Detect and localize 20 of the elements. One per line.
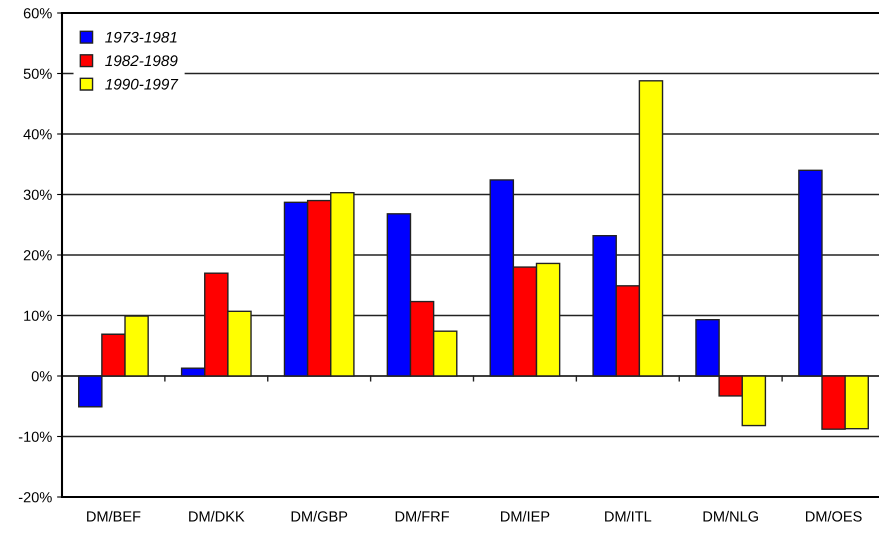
- x-tick-label: DM/IEP: [501, 510, 550, 522]
- y-tick-label: 60%: [24, 8, 52, 18]
- y-tick-label: 20%: [24, 250, 52, 260]
- y-tick-label: 40%: [23, 129, 52, 140]
- y-tick-label: -20%: [18, 492, 52, 502]
- x-tick-label: DM/OES: [806, 510, 862, 522]
- y-tick-label: 30%: [24, 190, 52, 200]
- y-tick-label: 0%: [32, 371, 52, 382]
- x-tick-label: DM/ITL: [605, 510, 652, 522]
- legend-label: 1990-1997: [105, 78, 178, 90]
- x-tick-label: DM/NLG: [704, 510, 758, 522]
- y-tick-label: -10%: [18, 432, 52, 442]
- x-tick-label: DM/GBP: [292, 510, 348, 522]
- y-tick-label: 50%: [24, 68, 52, 79]
- x-tick-label: DM/FRF: [396, 510, 450, 522]
- x-tick-label: DM/DKK: [189, 510, 245, 522]
- y-tick-label: 10%: [24, 310, 52, 321]
- x-tick-label: DM/BEF: [87, 510, 140, 522]
- legend-label: 1973-1981: [105, 32, 177, 43]
- legend-label: 1982-1989: [105, 55, 178, 66]
